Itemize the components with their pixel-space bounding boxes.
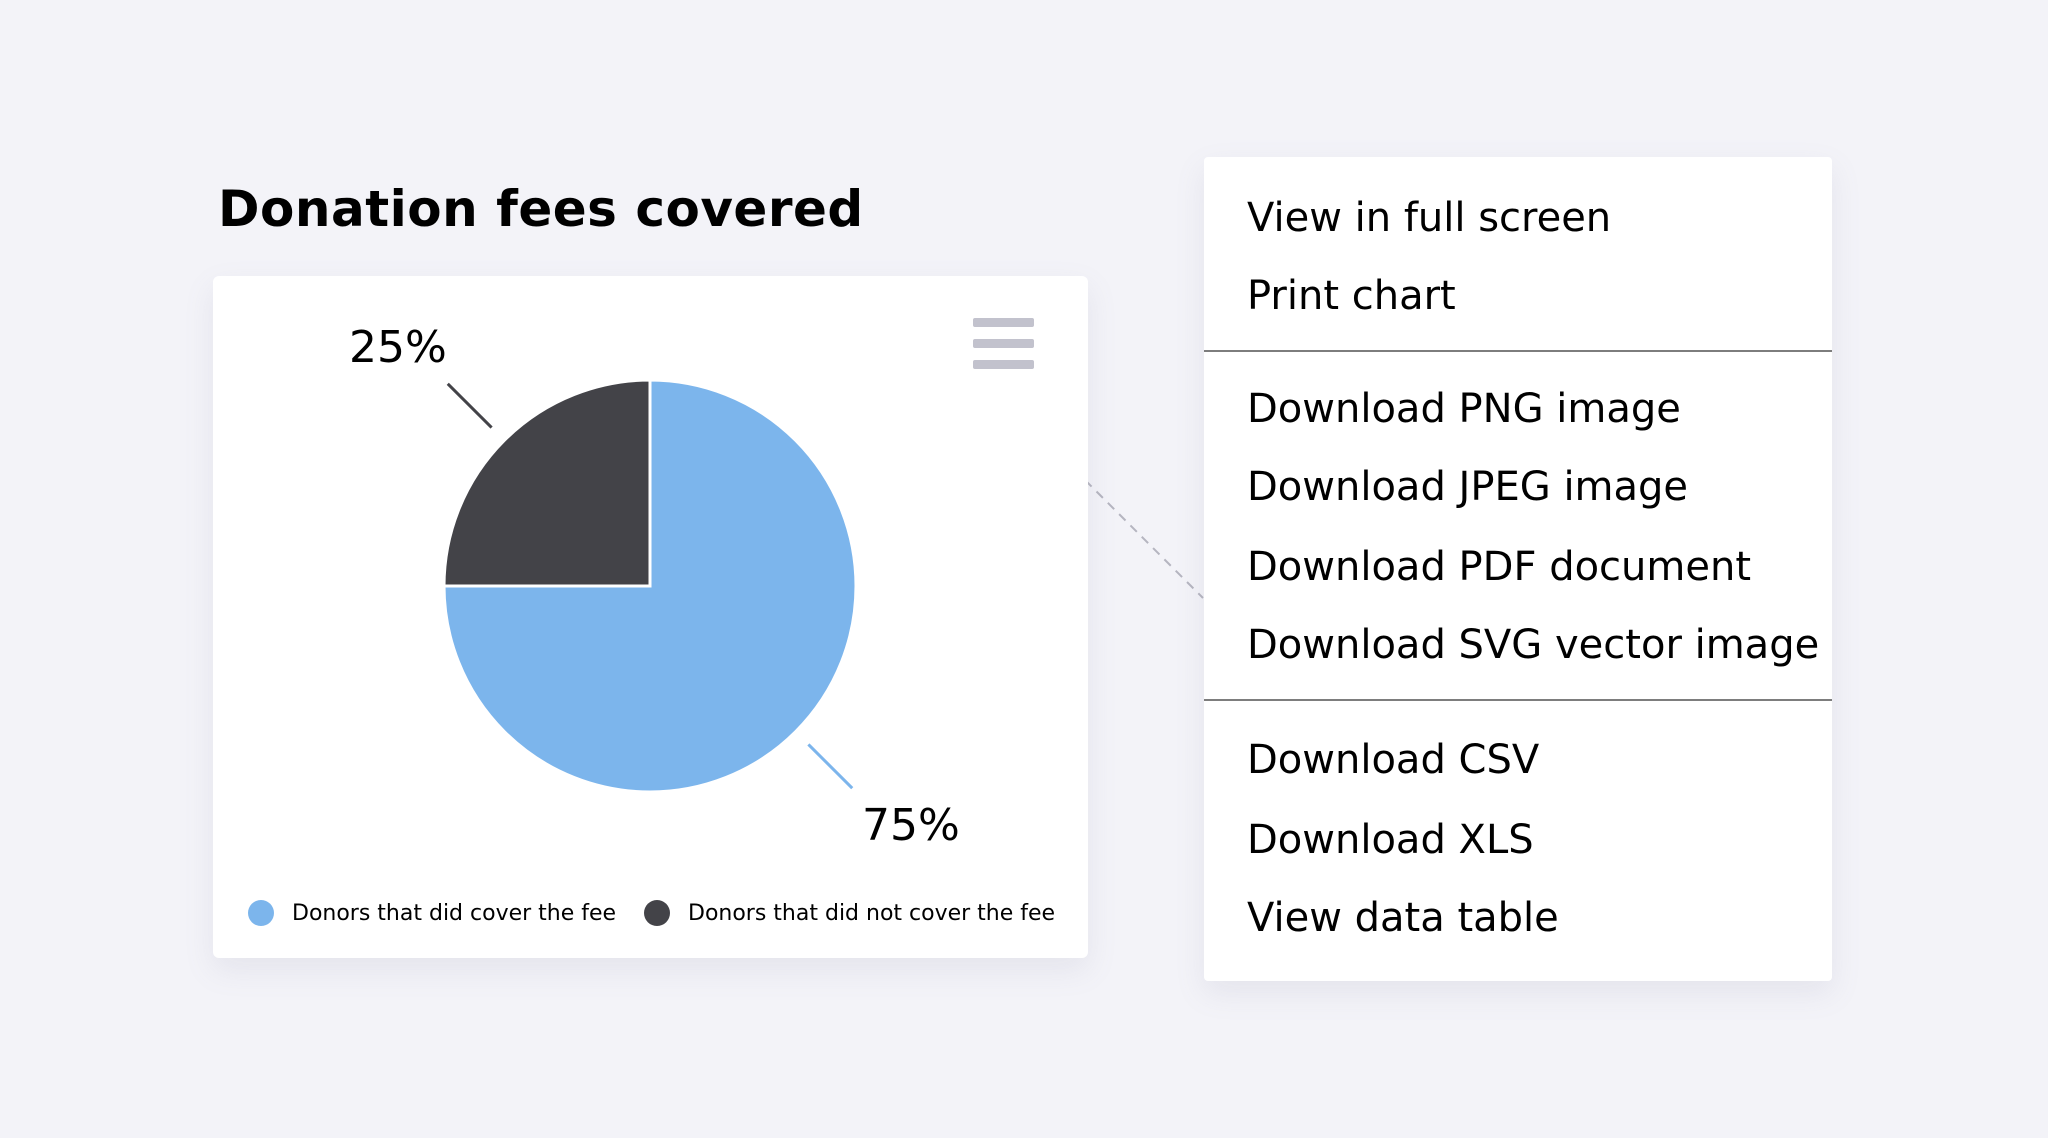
chart-card: 75% 25% Donors that did cover the fee Do…: [213, 276, 1088, 958]
menu-item-download-png[interactable]: Download PNG image: [1247, 386, 1681, 432]
menu-item-view-data-table[interactable]: View data table: [1247, 895, 1559, 941]
menu-divider: [1204, 699, 1832, 701]
menu-item-download-csv[interactable]: Download CSV: [1247, 737, 1540, 783]
legend-item-covered[interactable]: Donors that did cover the fee: [248, 900, 616, 926]
menu-item-download-svg[interactable]: Download SVG vector image: [1247, 622, 1820, 668]
export-menu: View in full screen Print chart Download…: [1204, 157, 1832, 981]
pie-slice[interactable]: [442, 378, 858, 794]
legend-dot-icon: [248, 900, 274, 926]
menu-item-download-xls[interactable]: Download XLS: [1247, 817, 1534, 863]
data-label-not-covered: 25%: [349, 322, 447, 373]
hamburger-menu-icon[interactable]: [973, 318, 1034, 370]
data-label-connector: [446, 382, 493, 429]
legend-label: Donors that did cover the fee: [292, 900, 617, 926]
pie-chart: [442, 378, 858, 794]
legend-label: Donors that did not cover the fee: [688, 900, 1056, 926]
pie-slice[interactable]: [442, 378, 652, 588]
legend-item-not-covered[interactable]: Donors that did not cover the fee: [644, 900, 1055, 926]
menu-item-view-full-screen[interactable]: View in full screen: [1247, 195, 1612, 241]
data-label-covered: 75%: [862, 800, 960, 851]
chart-title: Donation fees covered: [218, 180, 864, 238]
menu-divider: [1204, 350, 1832, 352]
menu-connector-line: [1005, 400, 1204, 599]
menu-item-download-pdf[interactable]: Download PDF document: [1247, 544, 1752, 590]
menu-item-print-chart[interactable]: Print chart: [1247, 273, 1456, 319]
menu-item-download-jpeg[interactable]: Download JPEG image: [1247, 464, 1689, 510]
legend-dot-icon: [644, 900, 670, 926]
data-label-connector: [807, 743, 854, 790]
